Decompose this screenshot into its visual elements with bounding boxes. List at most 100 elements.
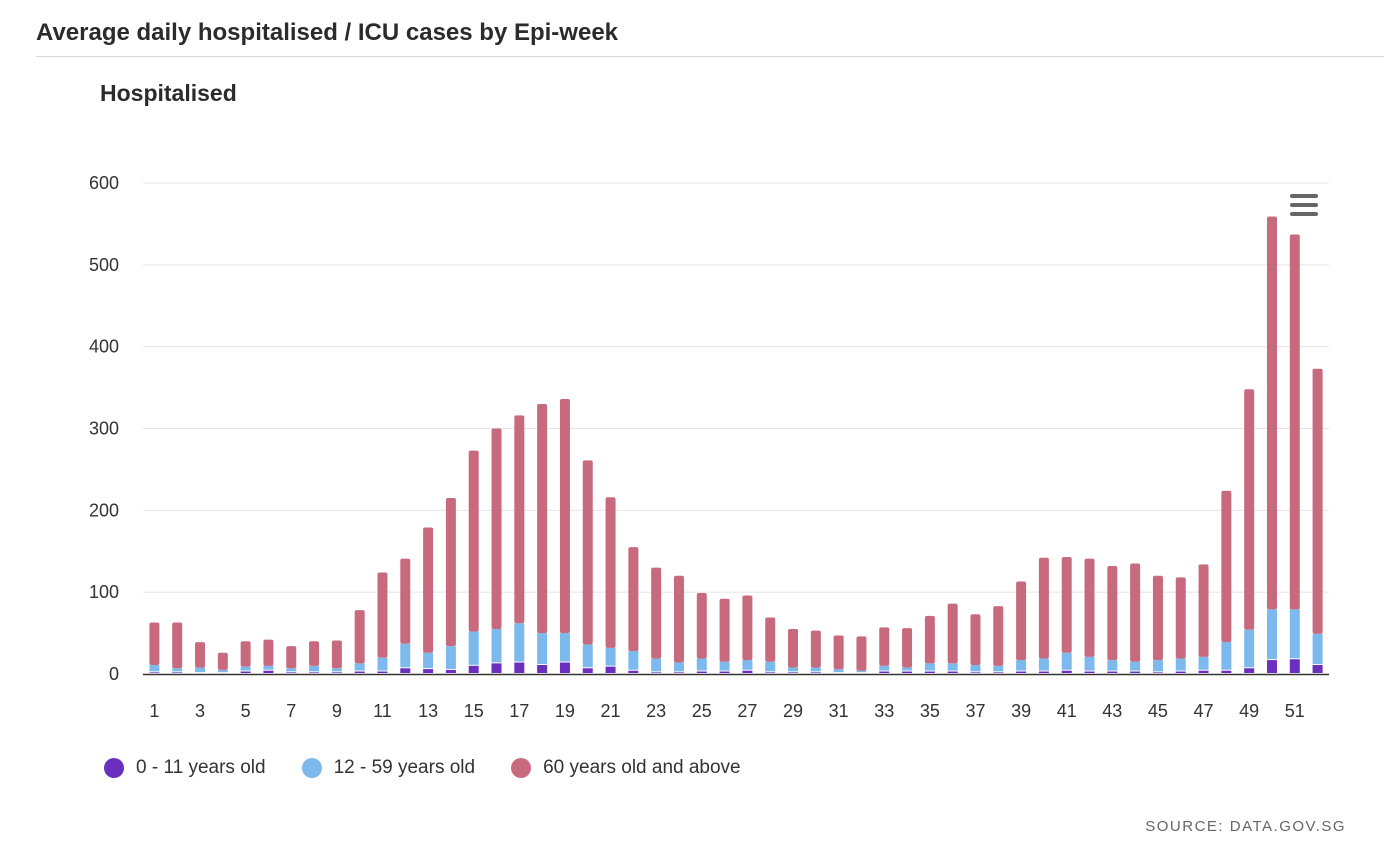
bar-segment-60-plus[interactable] (423, 527, 434, 653)
bar-segment-60-plus[interactable] (765, 617, 776, 662)
bar-segment-12-59[interactable] (970, 664, 981, 672)
legend-item-0-11[interactable]: 0 - 11 years old (104, 757, 266, 779)
bar-segment-60-plus[interactable] (309, 641, 320, 666)
bar-segment-12-59[interactable] (149, 664, 160, 672)
bar-segment-12-59[interactable] (263, 665, 274, 670)
bar-segment-12-59[interactable] (1244, 629, 1255, 668)
bar-segment-12-59[interactable] (947, 663, 958, 671)
bar-segment-60-plus[interactable] (810, 630, 821, 668)
bar-segment-12-59[interactable] (286, 668, 297, 672)
bar-segment-60-plus[interactable] (696, 592, 707, 659)
bar-segment-0-11[interactable] (788, 672, 799, 673)
bar-segment-0-11[interactable] (240, 671, 251, 673)
bar-segment-12-59[interactable] (172, 668, 183, 672)
bar-segment-0-11[interactable] (1198, 670, 1209, 673)
bar-segment-12-59[interactable] (1312, 633, 1323, 664)
legend-item-60-plus[interactable]: 60 years old and above (511, 757, 741, 779)
bar-segment-60-plus[interactable] (742, 595, 753, 661)
bar-segment-60-plus[interactable] (263, 639, 274, 666)
bar-segment-0-11[interactable] (377, 671, 388, 673)
bar-segment-0-11[interactable] (1266, 660, 1277, 673)
bar-segment-60-plus[interactable] (217, 652, 228, 670)
bar-segment-60-plus[interactable] (559, 399, 570, 634)
bar-segment-12-59[interactable] (514, 623, 525, 662)
bar-segment-12-59[interactable] (605, 647, 616, 666)
bar-segment-0-11[interactable] (696, 671, 707, 673)
bar-segment-12-59[interactable] (1289, 609, 1300, 659)
bar-segment-12-59[interactable] (582, 644, 593, 668)
bar-segment-60-plus[interactable] (468, 450, 479, 632)
bar-segment-60-plus[interactable] (1289, 234, 1300, 610)
bar-segment-0-11[interactable] (263, 670, 274, 673)
bar-segment-0-11[interactable] (537, 664, 548, 673)
bar-segment-12-59[interactable] (628, 651, 639, 670)
bar-segment-12-59[interactable] (1175, 658, 1186, 671)
bar-segment-0-11[interactable] (605, 666, 616, 673)
bar-segment-60-plus[interactable] (537, 403, 548, 634)
bar-segment-60-plus[interactable] (605, 497, 616, 648)
bar-segment-12-59[interactable] (1198, 656, 1209, 670)
bar-segment-60-plus[interactable] (1198, 564, 1209, 657)
bar-segment-12-59[interactable] (240, 666, 251, 671)
bar-segment-12-59[interactable] (400, 643, 411, 668)
bar-segment-12-59[interactable] (559, 633, 570, 662)
bar-segment-60-plus[interactable] (924, 615, 935, 664)
bar-segment-0-11[interactable] (1107, 671, 1118, 673)
bar-segment-60-plus[interactable] (445, 498, 456, 647)
bar-segment-60-plus[interactable] (651, 567, 662, 659)
bar-segment-60-plus[interactable] (1312, 368, 1323, 634)
bar-segment-0-11[interactable] (400, 668, 411, 673)
bar-segment-60-plus[interactable] (582, 460, 593, 645)
bar-segment-12-59[interactable] (902, 667, 913, 671)
bar-segment-12-59[interactable] (377, 657, 388, 671)
bar-segment-0-11[interactable] (810, 672, 821, 673)
bar-segment-12-59[interactable] (491, 628, 502, 663)
bar-segment-12-59[interactable] (833, 669, 844, 673)
bar-segment-60-plus[interactable] (947, 603, 958, 664)
bar-segment-60-plus[interactable] (788, 628, 799, 668)
bar-segment-0-11[interactable] (947, 671, 958, 673)
bar-segment-60-plus[interactable] (879, 627, 890, 666)
bar-segment-12-59[interactable] (993, 665, 1004, 672)
bar-segment-0-11[interactable] (1130, 671, 1141, 673)
bar-segment-60-plus[interactable] (149, 622, 160, 665)
bar-segment-12-59[interactable] (924, 663, 935, 671)
bar-segment-60-plus[interactable] (719, 598, 730, 662)
bar-segment-12-59[interactable] (651, 658, 662, 672)
bar-segment-12-59[interactable] (1266, 609, 1277, 660)
bar-segment-12-59[interactable] (879, 665, 890, 671)
bar-segment-0-11[interactable] (1175, 671, 1186, 673)
bar-segment-60-plus[interactable] (1084, 558, 1095, 657)
bar-segment-60-plus[interactable] (1152, 575, 1163, 661)
hamburger-menu-icon[interactable] (1290, 194, 1326, 222)
bar-segment-0-11[interactable] (1016, 671, 1027, 673)
bar-segment-60-plus[interactable] (1266, 216, 1277, 610)
bar-segment-0-11[interactable] (1244, 668, 1255, 673)
bar-segment-0-11[interactable] (559, 662, 570, 673)
bar-segment-60-plus[interactable] (902, 628, 913, 668)
bar-segment-12-59[interactable] (788, 667, 799, 672)
bar-segment-12-59[interactable] (1221, 642, 1232, 670)
bar-segment-0-11[interactable] (582, 668, 593, 673)
bar-segment-0-11[interactable] (993, 672, 1004, 673)
bar-segment-0-11[interactable] (1084, 671, 1095, 673)
bar-segment-0-11[interactable] (354, 671, 365, 673)
bar-segment-12-59[interactable] (673, 662, 684, 672)
bar-segment-12-59[interactable] (810, 667, 821, 672)
bar-segment-0-11[interactable] (1152, 672, 1163, 673)
bar-segment-0-11[interactable] (1038, 671, 1049, 673)
bar-segment-0-11[interactable] (924, 671, 935, 673)
bar-segment-60-plus[interactable] (1016, 581, 1027, 661)
bar-segment-0-11[interactable] (879, 671, 890, 673)
bar-segment-60-plus[interactable] (1038, 557, 1049, 659)
bar-segment-12-59[interactable] (195, 667, 206, 673)
bar-segment-0-11[interactable] (742, 670, 753, 673)
bar-segment-0-11[interactable] (673, 672, 684, 673)
bar-segment-12-59[interactable] (1130, 661, 1141, 671)
bar-segment-12-59[interactable] (696, 658, 707, 671)
bar-segment-0-11[interactable] (468, 665, 479, 673)
bar-segment-0-11[interactable] (149, 672, 160, 673)
bar-segment-12-59[interactable] (423, 652, 434, 669)
bar-segment-0-11[interactable] (765, 672, 776, 673)
bar-segment-60-plus[interactable] (1244, 389, 1255, 630)
